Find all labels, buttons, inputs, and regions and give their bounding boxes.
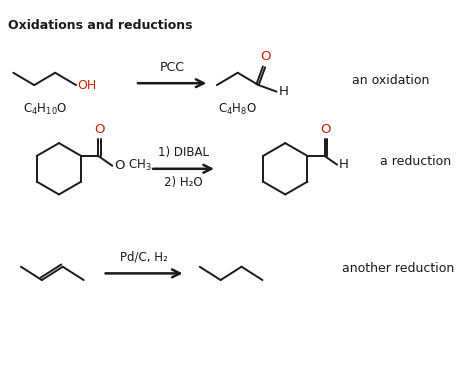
Text: H: H xyxy=(339,158,349,171)
Text: CH$_{3}$: CH$_{3}$ xyxy=(128,158,151,173)
Text: 1) DIBAL: 1) DIBAL xyxy=(158,146,209,159)
Text: Oxidations and reductions: Oxidations and reductions xyxy=(8,18,192,32)
Text: OH: OH xyxy=(77,79,96,92)
Text: C$_{4}$H$_{10}$O: C$_{4}$H$_{10}$O xyxy=(23,102,67,117)
Text: a reduction: a reduction xyxy=(380,155,451,168)
Text: O: O xyxy=(260,50,270,63)
Text: O: O xyxy=(94,123,104,136)
Text: PCC: PCC xyxy=(160,61,184,74)
Text: another reduction: another reduction xyxy=(342,262,455,275)
Text: O: O xyxy=(114,159,125,172)
Text: Pd/C, H₂: Pd/C, H₂ xyxy=(120,251,168,264)
Text: H: H xyxy=(278,85,288,98)
Text: O: O xyxy=(320,123,331,136)
Text: 2) H₂O: 2) H₂O xyxy=(164,176,203,190)
Text: C$_{4}$H$_{8}$O: C$_{4}$H$_{8}$O xyxy=(218,102,257,117)
Text: an oxidation: an oxidation xyxy=(352,74,429,87)
